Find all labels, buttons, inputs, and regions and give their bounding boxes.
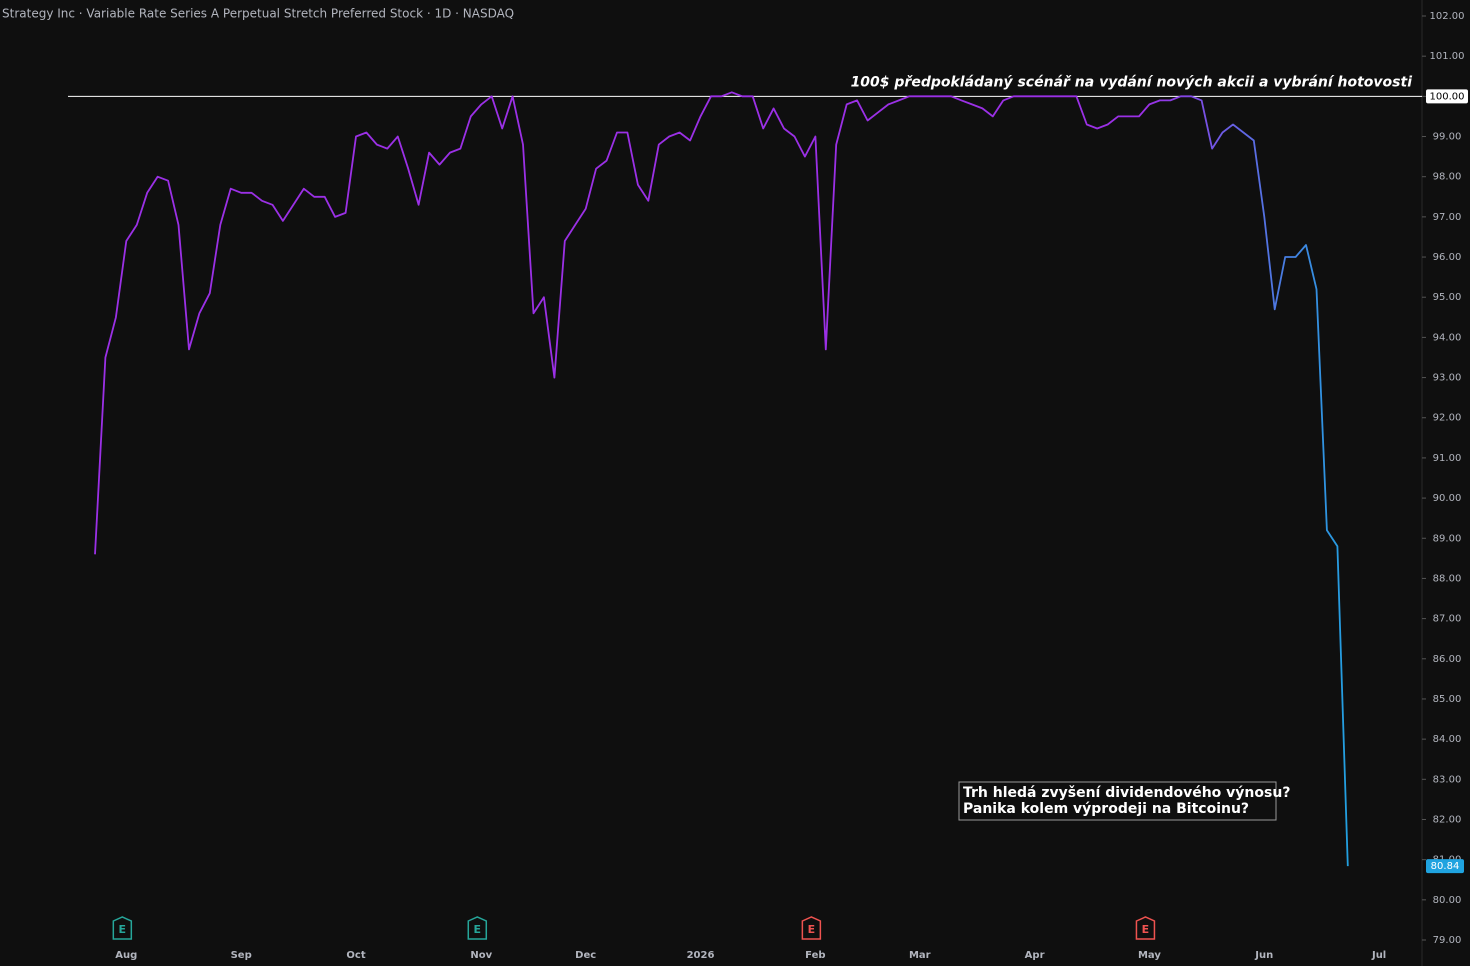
y-tick-label: 89.00	[1433, 533, 1462, 544]
x-tick-label: Jul	[1371, 950, 1386, 961]
earnings-marker	[112, 916, 133, 940]
x-tick-label: Mar	[909, 950, 931, 961]
last-price-label: 80.84	[1431, 861, 1460, 872]
y-tick-label: 84.00	[1433, 734, 1462, 745]
earnings-marker	[467, 916, 488, 940]
y-tick-label: 98.00	[1433, 172, 1462, 183]
y-tick-label: 80.00	[1433, 895, 1462, 906]
x-tick-label: Sep	[231, 950, 252, 961]
x-tick-label: Nov	[470, 950, 492, 961]
price-line	[94, 91, 1349, 867]
x-tick-label: May	[1138, 950, 1161, 961]
y-tick-label: 99.00	[1433, 132, 1462, 143]
y-tick-label: 93.00	[1433, 373, 1462, 384]
y-tick-label: 82.00	[1433, 814, 1462, 825]
y-tick-label: 91.00	[1433, 453, 1462, 464]
y-tick-label: 96.00	[1433, 252, 1462, 263]
y-tick-label: 86.00	[1433, 654, 1462, 665]
earnings-label: E	[1142, 923, 1150, 936]
last-price-box	[1426, 859, 1464, 874]
earnings-label: E	[119, 923, 127, 936]
y-tick-label: 85.00	[1433, 694, 1462, 705]
x-tick-label: Aug	[115, 950, 137, 961]
y-tick-label: 94.00	[1433, 332, 1462, 343]
y-tick-label: 101.00	[1430, 51, 1465, 62]
annotation: 100$ předpokládaný scénář na vydání nový…	[851, 74, 1413, 90]
y-tick-label: 95.00	[1433, 292, 1462, 303]
note-text: Panika kolem výprodeji na Bitcoinu?	[963, 801, 1249, 817]
earnings-label: E	[474, 923, 482, 936]
x-tick-label: Feb	[805, 950, 825, 961]
chart-title: Strategy Inc · Variable Rate Series A Pe…	[2, 7, 514, 21]
y-tick-label: 92.00	[1433, 413, 1462, 424]
earnings-marker	[801, 916, 822, 940]
earnings-marker	[1135, 916, 1156, 940]
y-tick-label: 90.00	[1433, 493, 1462, 504]
x-tick-label: Apr	[1025, 950, 1045, 961]
x-tick-label: Jun	[1254, 950, 1273, 961]
x-tick-label: Dec	[575, 950, 596, 961]
note-text: Trh hledá zvyšení dividendového výnosu?	[963, 785, 1290, 801]
x-tick-label: 2026	[687, 950, 715, 961]
x-tick-label: Oct	[346, 950, 365, 961]
y-tick-label: 87.00	[1433, 614, 1462, 625]
y-tick-label: 100.00	[1430, 91, 1465, 102]
y-tick-label: 83.00	[1433, 774, 1462, 785]
note-box	[958, 781, 1277, 821]
y-tick-label: 97.00	[1433, 212, 1462, 223]
price-label-box	[1426, 89, 1468, 104]
y-tick-label: 79.00	[1433, 935, 1462, 946]
y-tick-label: 88.00	[1433, 573, 1462, 584]
earnings-label: E	[808, 923, 816, 936]
y-tick-label: 102.00	[1430, 11, 1465, 22]
